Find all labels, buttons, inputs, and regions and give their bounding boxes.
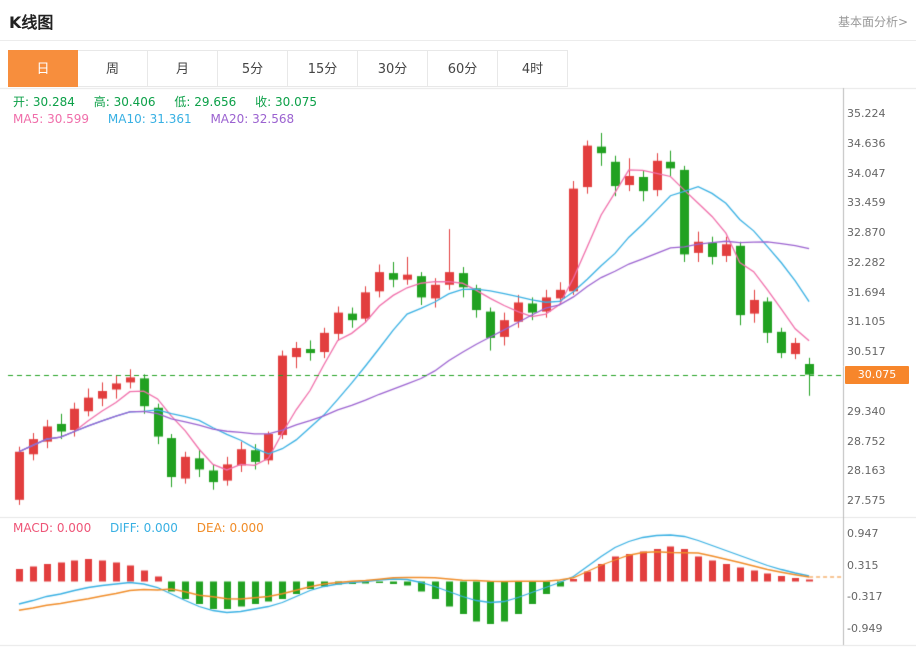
y-axis-label: -0.949 [847,621,883,635]
ma-legend: MA5: 30.599 MA10: 31.361 MA20: 32.568 [13,112,309,126]
y-axis-label: 34.636 [847,136,886,150]
ma20-legend: MA20: 32.568 [210,112,294,126]
ma10-legend: MA10: 31.361 [108,112,192,126]
fundamental-analysis-link[interactable]: 基本面分析> [837,15,908,29]
diff-value: 0.000 [143,521,178,535]
quote-low: 低: 29.656 [174,95,236,109]
tab-min30[interactable]: 30分 [358,50,428,87]
y-axis-label: 29.340 [847,404,886,418]
y-axis-label: -0.317 [847,590,883,604]
quote-open-value: 30.284 [32,95,75,109]
macd-legend: MACD: 0.000 DIFF: 0.000 DEA: 0.000 [13,521,279,535]
quote-row: 开: 30.284 高: 30.406 低: 29.656 收: 30.075 [13,93,332,110]
y-axis-label: 32.282 [847,255,886,269]
tab-min15[interactable]: 15分 [288,50,358,87]
y-axis-label: 28.752 [847,434,886,448]
macd-value-legend: MACD: 0.000 [13,521,91,535]
ma20-label: MA20: [210,112,249,126]
y-axis-label: 0.947 [847,527,879,541]
y-axis-label: 31.694 [847,285,886,299]
ma10-value: 31.361 [149,112,192,126]
period-tabs: 日周月 5分 15分 30分 60分 4时 [8,50,568,87]
current-price-badge: 30.075 [845,365,909,384]
macd-value: 0.000 [56,521,92,535]
quote-close-label: 收: [255,95,272,109]
y-axis-label: 35.224 [847,107,886,121]
y-axis-label: 30.517 [847,345,886,359]
page-header: K线图 基本面分析> [0,0,916,41]
ma5-legend: MA5: 30.599 [13,112,89,126]
dea-value: 0.000 [229,521,264,535]
quote-low-label: 低: [174,95,191,109]
y-axis-label: 32.870 [847,226,886,240]
y-axis-label: 34.047 [847,166,886,180]
quote-open: 开: 30.284 [13,95,75,109]
ma5-value: 30.599 [47,112,90,126]
tab-min60[interactable]: 60分 [428,50,498,87]
quote-close-value: 30.075 [274,95,317,109]
quote-low-value: 29.656 [194,95,237,109]
ma10-label: MA10: [107,112,146,126]
page-title: K线图 [9,13,54,32]
y-axis-label: 31.105 [847,315,886,329]
tab-week[interactable]: 周 [78,50,148,87]
tab-day[interactable]: 日 [8,50,78,87]
quote-high-label: 高: [93,95,110,109]
dea-label: DEA: [196,521,226,535]
tab-month[interactable]: 月 [148,50,218,87]
diff-value-legend: DIFF: 0.000 [110,521,178,535]
quote-high-value: 30.406 [113,95,156,109]
y-axis-label: 0.315 [847,558,879,572]
y-axis-label: 28.163 [847,464,886,478]
macd-label: MACD: [13,521,54,535]
ma20-value: 32.568 [252,112,295,126]
quote-open-label: 开: [13,95,30,109]
tab-hour4[interactable]: 4时 [498,50,568,87]
diff-label: DIFF: [110,521,140,535]
quote-close: 收: 30.075 [255,95,317,109]
y-axis-label: 27.575 [847,494,886,508]
quote-high: 高: 30.406 [94,95,156,109]
y-axis-label: 33.459 [847,196,886,210]
ma5-label: MA5: [13,112,44,126]
dea-value-legend: DEA: 0.000 [197,521,264,535]
tab-min5[interactable]: 5分 [218,50,288,87]
